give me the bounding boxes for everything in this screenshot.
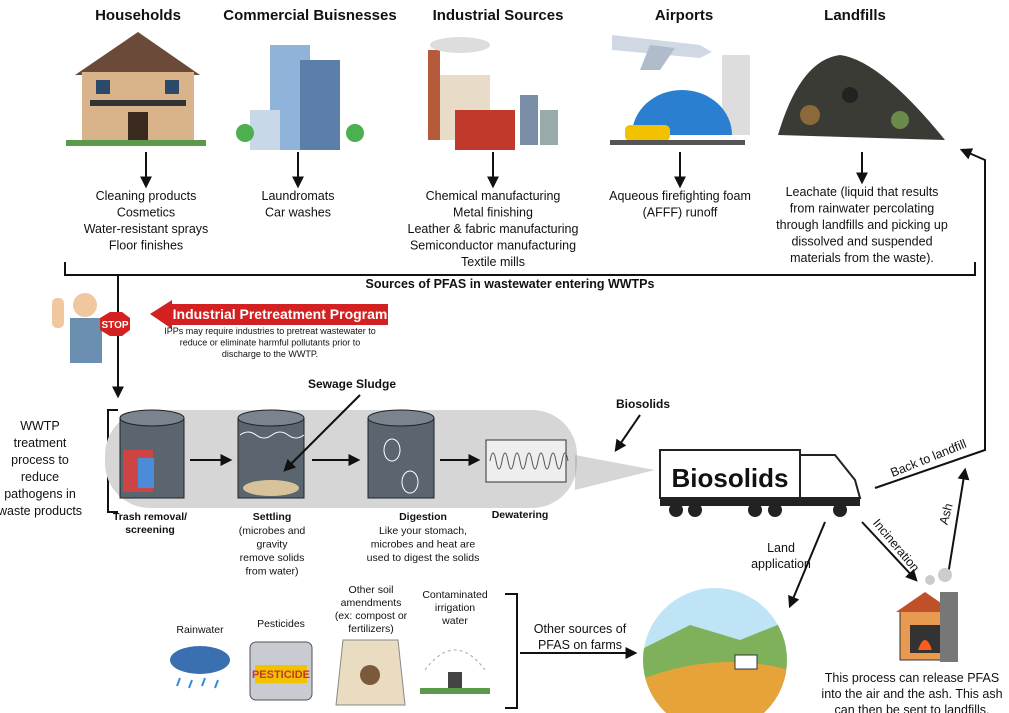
source-item: Leather & fabric manufacturing — [408, 222, 579, 236]
ash: Ash — [937, 502, 956, 526]
incineration: Incineration — [870, 516, 922, 575]
source-item: (AFFF) runoff — [643, 206, 718, 220]
stage-description: from water) — [245, 566, 298, 578]
stage-description: Like your stomach, — [379, 525, 467, 537]
truck-label: Biosolids — [671, 463, 788, 493]
farm-source: amendments — [341, 597, 402, 609]
source-title: Industrial Sources — [433, 7, 564, 24]
source-item: Leachate (liquid that results — [786, 185, 939, 199]
source-title: Landfills — [824, 7, 886, 24]
farm-source: Other soil — [349, 584, 394, 596]
wwtp-label: process to — [11, 453, 69, 467]
wwtp-label: treatment — [14, 436, 67, 450]
source-item: through landfills and picking up — [776, 218, 948, 232]
source-item: Metal finishing — [453, 206, 533, 220]
wwtp-label: WWTP — [20, 419, 60, 433]
stage-description: used to digest the solids — [367, 552, 480, 564]
pesticide-icon: PESTICIDE — [252, 669, 310, 681]
source-item: Cosmetics — [117, 206, 175, 220]
source-item: dissolved and suspended — [791, 235, 932, 249]
source-item: Car washes — [265, 206, 331, 220]
diagram: Households Cleaning products Cosmetics Wate… — [0, 0, 1009, 713]
farm-source: Pesticides — [257, 618, 305, 630]
land-application: application — [751, 557, 811, 571]
incineration-note: into the air and the ash. This ash — [821, 687, 1002, 701]
ipp-text: IPPs may require industries to pretreat … — [164, 326, 376, 336]
farm-source: fertilizers) — [348, 623, 394, 635]
biosolids-label: Biosolids — [616, 397, 670, 411]
stop-sign: STOP — [101, 320, 128, 331]
wwtp-label: reduce — [21, 470, 59, 484]
sources-caption: Sources of PFAS in wastewater entering W… — [366, 277, 655, 291]
source-title: Households — [95, 7, 181, 24]
farm-source: Rainwater — [176, 624, 224, 636]
farm-source: Contaminated — [422, 589, 488, 601]
ipp-text: discharge to the WWTP. — [222, 349, 318, 359]
source-item: Aqueous firefighting foam — [609, 189, 751, 203]
stage-description: gravity — [257, 539, 289, 551]
incineration-note: can then be sent to landfills. — [835, 703, 990, 713]
stage-description: (microbes and — [239, 525, 306, 537]
source-title: Commercial Buisnesses — [223, 7, 396, 24]
source-title: Airports — [655, 7, 713, 24]
stage-label: screening — [125, 524, 175, 536]
stage-label: Dewatering — [492, 509, 549, 521]
land-application: Land — [767, 541, 795, 555]
source-item: Water-resistant sprays — [84, 222, 209, 236]
other-sources: Other sources of — [534, 622, 627, 636]
layout — [52, 32, 985, 713]
back-to-landfill: Back to landfill — [889, 437, 969, 480]
source-item: Floor finishes — [109, 239, 183, 253]
source-item: Semiconductor manufacturing — [410, 239, 576, 253]
stage-label: Trash removal/ — [113, 511, 187, 523]
stage-description: microbes and heat are — [371, 539, 476, 551]
ipp-title: Industrial Pretreatment Program — [173, 306, 388, 322]
source-item: Chemical manufacturing — [426, 189, 561, 203]
farm-source: water — [441, 615, 468, 627]
ipp-text: reduce or eliminate harmful pollutants p… — [180, 338, 361, 348]
sewage-sludge: Sewage Sludge — [308, 377, 396, 391]
farm-source: (ex: compost or — [335, 610, 408, 622]
farm-source: irrigation — [435, 602, 475, 614]
source-item: from rainwater percolating — [790, 202, 935, 216]
stage-label: Digestion — [399, 511, 447, 523]
stage-label: Settling — [253, 511, 292, 523]
other-sources: PFAS on farms — [538, 638, 622, 652]
source-item: Textile mills — [461, 255, 525, 269]
incineration-note: This process can release PFAS — [825, 671, 999, 685]
stage-description: remove solids — [240, 552, 305, 564]
wwtp-label: waste products — [0, 504, 82, 518]
source-item: Laundromats — [262, 189, 335, 203]
wwtp-label: pathogens in — [4, 487, 76, 501]
source-item: materials from the waste). — [790, 251, 934, 265]
source-item: Cleaning products — [96, 189, 197, 203]
